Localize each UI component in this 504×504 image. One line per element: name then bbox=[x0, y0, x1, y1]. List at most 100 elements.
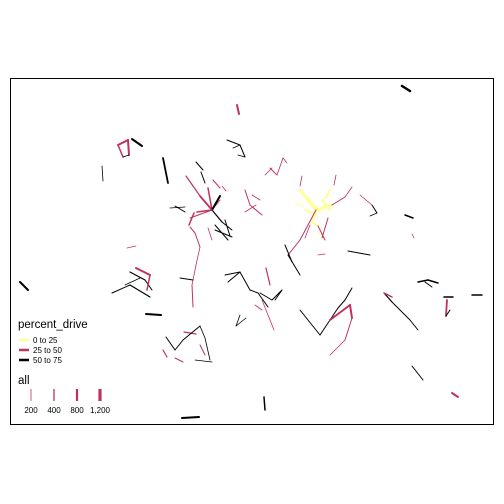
desire-line-24 bbox=[226, 139, 241, 146]
desire-line-29 bbox=[200, 171, 206, 184]
desire-line-26 bbox=[232, 144, 241, 149]
desire-line-43 bbox=[174, 205, 186, 213]
desire-line-76 bbox=[331, 196, 346, 206]
desire-line-96 bbox=[239, 271, 251, 291]
desire-line-128 bbox=[409, 319, 419, 331]
desire-line-133 bbox=[445, 299, 448, 317]
desire-line-113 bbox=[329, 304, 351, 321]
desire-line-66 bbox=[307, 197, 321, 213]
desire-line-93 bbox=[124, 277, 141, 286]
desire-line-118 bbox=[174, 339, 184, 351]
desire-line-129 bbox=[383, 292, 393, 298]
desire-line-2 bbox=[162, 157, 169, 184]
desire-line-11 bbox=[263, 396, 266, 411]
desire-line-132 bbox=[424, 281, 433, 288]
desire-line-61 bbox=[282, 157, 288, 164]
legend-width-label-800: 800 bbox=[70, 406, 84, 415]
desire-line-1 bbox=[131, 138, 143, 147]
desire-line-33 bbox=[199, 195, 213, 211]
desire-line-46 bbox=[189, 226, 196, 234]
desire-line-80 bbox=[304, 224, 311, 239]
desire-line-65 bbox=[320, 198, 332, 212]
desire-line-116 bbox=[329, 339, 346, 356]
desire-line-123 bbox=[194, 359, 213, 363]
legend-width-label-1200: 1,200 bbox=[90, 406, 111, 415]
desire-line-17 bbox=[126, 245, 137, 249]
desire-line-36 bbox=[211, 195, 221, 211]
desire-line-32 bbox=[185, 175, 201, 197]
desire-line-104 bbox=[265, 267, 271, 286]
legend-width-label-400: 400 bbox=[47, 406, 61, 415]
desire-line-68 bbox=[325, 189, 331, 199]
desire-line-51 bbox=[191, 284, 194, 308]
desire-line-126 bbox=[391, 301, 401, 311]
desire-line-134 bbox=[445, 309, 451, 317]
desire-line-79 bbox=[333, 174, 337, 186]
legend-title-percent-drive: percent_drive bbox=[18, 319, 88, 331]
desire-line-12 bbox=[181, 416, 200, 419]
desire-line-127 bbox=[399, 309, 411, 321]
desire-line-117 bbox=[165, 336, 176, 351]
desire-line-53 bbox=[214, 229, 233, 238]
desire-line-52 bbox=[179, 277, 194, 281]
desire-line-105 bbox=[261, 299, 271, 321]
desire-line-86 bbox=[359, 194, 373, 206]
desire-line-6 bbox=[19, 281, 29, 291]
desire-line-21 bbox=[127, 139, 130, 156]
desire-line-0 bbox=[400, 84, 412, 93]
desire-line-83 bbox=[284, 244, 293, 263]
desire-line-87 bbox=[129, 271, 146, 281]
desire-line-109 bbox=[319, 319, 331, 336]
desire-line-56 bbox=[244, 204, 257, 213]
desire-line-108 bbox=[299, 309, 321, 336]
desire-line-102 bbox=[235, 314, 241, 327]
map-frame bbox=[10, 78, 494, 425]
desire-line-95 bbox=[227, 271, 241, 283]
desire-line-34 bbox=[207, 187, 213, 211]
desire-line-23 bbox=[122, 154, 130, 158]
desire-line-42 bbox=[189, 209, 213, 219]
desire-line-40 bbox=[224, 219, 231, 237]
desire-line-13 bbox=[236, 104, 240, 115]
legend: percent_drive 0 to 25 25 to 50 50 to 75 … bbox=[18, 319, 111, 415]
desire-line-59 bbox=[276, 157, 284, 176]
desire-line-55 bbox=[249, 204, 263, 216]
desire-line-31 bbox=[221, 185, 227, 192]
desire-line-16 bbox=[317, 253, 326, 256]
desire-line-54 bbox=[244, 189, 251, 206]
desire-line-18 bbox=[183, 331, 197, 335]
desire-line-122 bbox=[199, 344, 206, 356]
desire-line-62 bbox=[298, 188, 318, 212]
desire-line-28 bbox=[195, 161, 204, 171]
desire-line-44 bbox=[169, 206, 186, 209]
desire-line-20 bbox=[117, 139, 129, 146]
desire-line-69 bbox=[304, 209, 316, 215]
desire-line-103 bbox=[235, 317, 247, 327]
desire-line-82 bbox=[293, 264, 301, 276]
desire-line-47 bbox=[194, 232, 201, 248]
desire-line-115 bbox=[344, 317, 353, 341]
desire-lines-layer bbox=[19, 84, 483, 419]
desire-line-107 bbox=[254, 304, 263, 311]
desire-line-121 bbox=[204, 337, 211, 361]
desire-line-10 bbox=[411, 365, 424, 381]
desire-line-73 bbox=[287, 239, 301, 256]
legend-label-50-75: 50 to 75 bbox=[33, 356, 62, 365]
desire-line-72 bbox=[299, 209, 317, 241]
desire-line-50 bbox=[191, 264, 197, 286]
desire-line-14 bbox=[451, 392, 459, 398]
desire-line-94 bbox=[224, 271, 241, 276]
desire-line-5 bbox=[347, 250, 371, 256]
desire-line-91 bbox=[135, 267, 151, 276]
desire-line-97 bbox=[249, 289, 259, 294]
legend-label-0-25: 0 to 25 bbox=[33, 336, 58, 345]
desire-line-49 bbox=[195, 246, 201, 266]
desire-line-75 bbox=[317, 225, 326, 241]
desire-line-45 bbox=[188, 212, 195, 226]
desire-line-112 bbox=[344, 287, 353, 301]
desire-line-30 bbox=[212, 179, 221, 189]
legend-label-25-50: 25 to 50 bbox=[33, 346, 62, 355]
desire-line-92 bbox=[146, 274, 151, 291]
